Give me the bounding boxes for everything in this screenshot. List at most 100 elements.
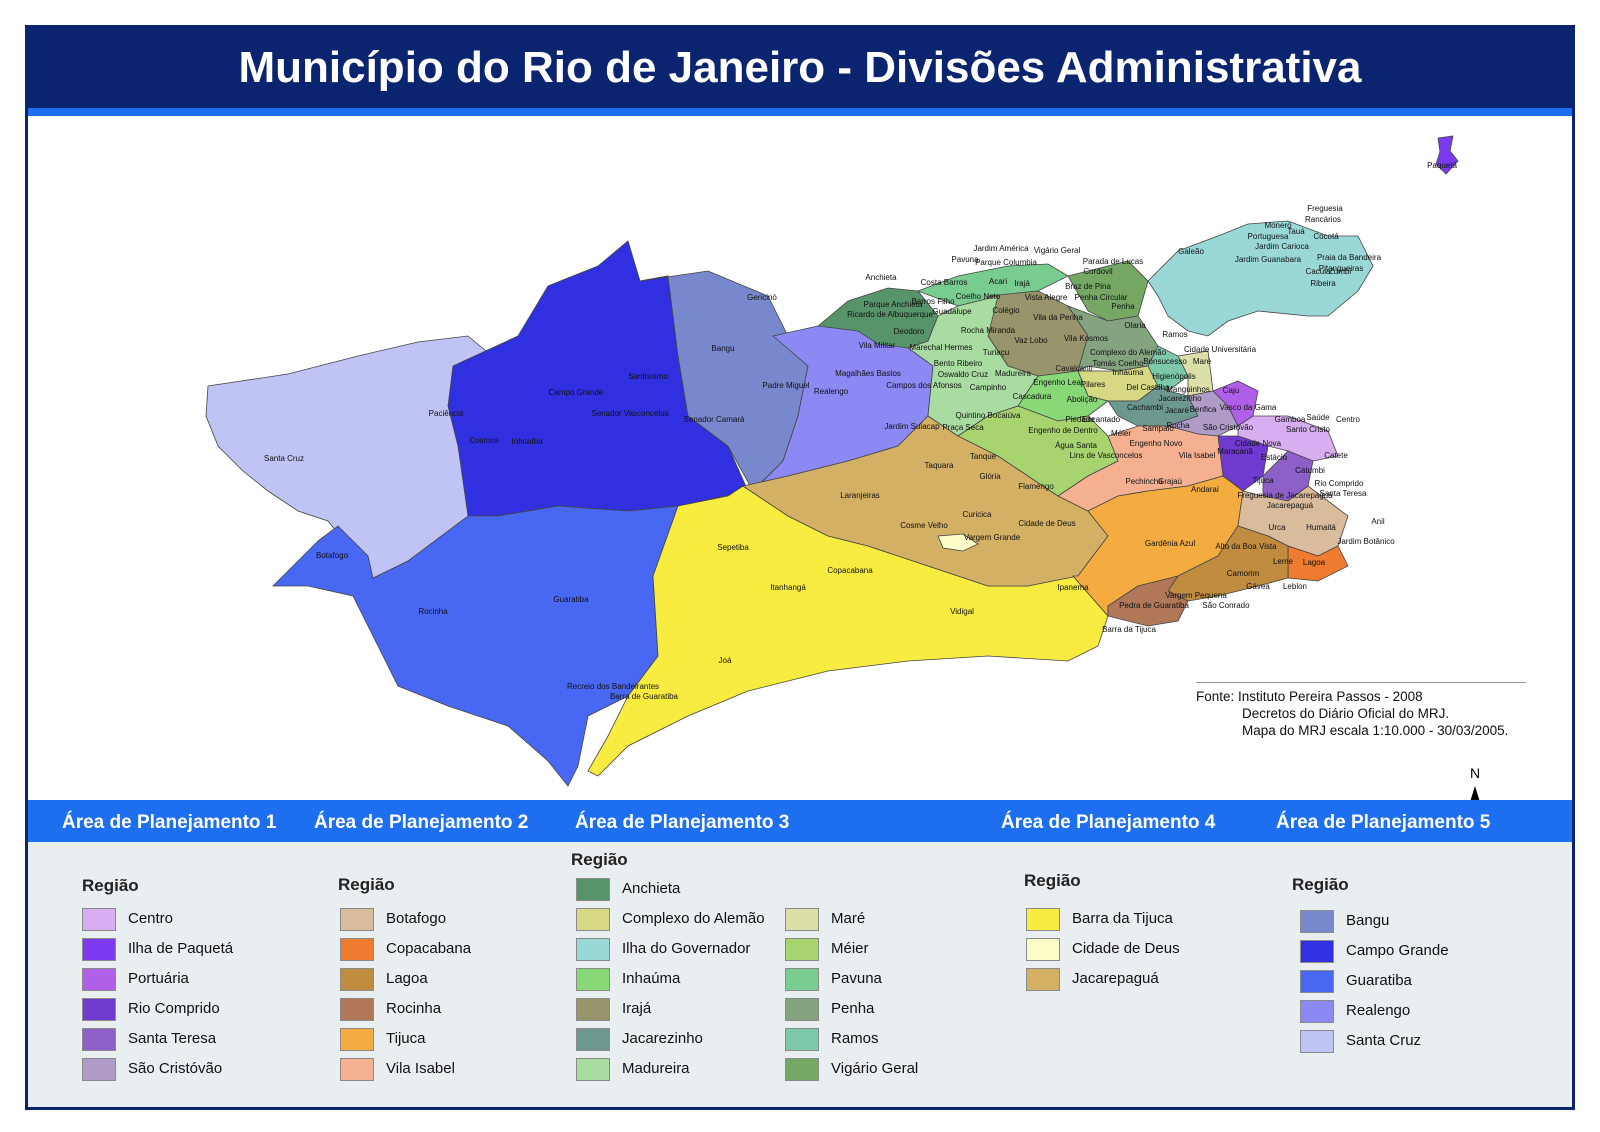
map-label: Rocha xyxy=(1166,421,1190,430)
map-label: Maracanã xyxy=(1217,447,1253,456)
map-label: Cacuia xyxy=(1306,267,1331,276)
region-cidade-de-deus xyxy=(937,533,979,552)
map-label: Lins de Vasconcelos xyxy=(1070,451,1143,460)
map-label: Cordovil xyxy=(1083,267,1113,276)
map-label: Gamboa xyxy=(1275,415,1306,424)
legend-swatch xyxy=(82,998,116,1021)
page-title: Município do Rio de Janeiro - Divisões A… xyxy=(28,28,1572,108)
map-label: Rio Comprido xyxy=(1315,479,1364,488)
legend-label: Tijuca xyxy=(386,1030,426,1047)
legend-swatch xyxy=(1300,1000,1334,1023)
map-label: Freguesia xyxy=(1307,204,1343,213)
legend-swatch xyxy=(785,968,819,991)
map-label: Estácio xyxy=(1261,453,1288,462)
map-label: Curicica xyxy=(963,510,992,519)
legend-swatch xyxy=(1300,940,1334,963)
legend-label: São Cristóvão xyxy=(128,1060,223,1077)
map-label: Senador Camará xyxy=(684,415,745,424)
map-label: Santa Teresa xyxy=(1320,489,1368,498)
legend-heading-ap2: Região xyxy=(338,875,395,894)
map-label: Joá xyxy=(719,656,732,665)
map-label: Barra da Tijuca xyxy=(1102,625,1156,634)
map-label: Gávea xyxy=(1246,582,1270,591)
legend-label: Cidade de Deus xyxy=(1072,940,1180,957)
region-vigario-geral xyxy=(1067,260,1149,322)
map-label: Abolição xyxy=(1067,395,1098,404)
legend-label: Rio Comprido xyxy=(128,1000,220,1017)
map-label: Pechincha xyxy=(1125,477,1163,486)
legend-swatch xyxy=(82,968,116,991)
map-label: Parada de Lucas xyxy=(1083,257,1144,266)
map-label: Coelho Neto xyxy=(956,292,1001,301)
map-label: Pilares xyxy=(1081,380,1105,389)
map-label: Jardim América xyxy=(973,244,1029,253)
legend-label: Barra da Tijuca xyxy=(1072,910,1173,927)
map-label: Ipanema xyxy=(1057,583,1089,592)
legend-label: Santa Teresa xyxy=(128,1030,217,1047)
map-label: Anchieta xyxy=(865,273,897,282)
legend-label: Penha xyxy=(831,1000,875,1017)
map-label: Leblon xyxy=(1283,582,1307,591)
map-label: Itanhangá xyxy=(770,583,806,592)
legend-label: Botafogo xyxy=(386,910,447,927)
legend-label: Madureira xyxy=(622,1060,690,1077)
map-label: Senador Vasconcelos xyxy=(591,409,668,418)
map-label: Vargem Grande xyxy=(964,533,1021,542)
map-label: Campos dos Afonsos xyxy=(886,381,962,390)
map-label: Colégio xyxy=(992,306,1020,315)
map-label: Santo Cristo xyxy=(1286,425,1331,434)
map-label: Bangu xyxy=(711,344,734,353)
legend-label: Bangu xyxy=(1346,912,1390,929)
map-label: Cascadura xyxy=(1013,392,1052,401)
map-label: Manguinhos xyxy=(1166,385,1210,394)
legend-swatch xyxy=(785,1028,819,1051)
legend-swatch xyxy=(576,968,610,991)
map-label: Olaria xyxy=(1124,321,1146,330)
legend-label: Lagoa xyxy=(386,970,428,987)
legend-swatch xyxy=(82,938,116,961)
map-label: Saúde xyxy=(1306,413,1330,422)
map-label: Tauá xyxy=(1287,227,1305,236)
map-label: Gardênia Azul xyxy=(1145,539,1195,548)
map-label: Praça Seca xyxy=(942,423,984,432)
region-rocinha xyxy=(1107,575,1189,627)
legend-swatch xyxy=(576,908,610,931)
legend-label: Jacarepaguá xyxy=(1072,970,1159,987)
map-label: Marechal Hermes xyxy=(909,343,972,352)
map-label: Penha Circular xyxy=(1075,293,1128,302)
region-paqueta xyxy=(1435,135,1459,175)
map-label: Grajaú xyxy=(1158,477,1182,486)
map-label: Complexo do Alemão xyxy=(1090,348,1167,357)
map-label: Paquetá xyxy=(1427,161,1457,170)
map-label: Benfica xyxy=(1190,405,1217,414)
map-label: Engenho Novo xyxy=(1130,439,1183,448)
map-label: Ramos xyxy=(1162,330,1187,339)
map-label: Padre Miguel xyxy=(762,381,809,390)
planning-area-bar: Área de Planejamento 1 Área de Planejame… xyxy=(28,800,1572,842)
map-label: Turiaçu xyxy=(983,348,1009,357)
map-label: Del Castilho xyxy=(1126,383,1170,392)
legend-swatch xyxy=(340,908,374,931)
legend-label: Campo Grande xyxy=(1346,942,1449,959)
map-label: Glória xyxy=(979,472,1001,481)
title-stripe xyxy=(28,108,1572,116)
map-label: Bento Ribeiro xyxy=(934,359,983,368)
legend-heading-ap4: Região xyxy=(1024,871,1081,890)
map-label: Tomás Coelho xyxy=(1092,359,1144,368)
map-label: Parque Anchieta xyxy=(864,300,923,309)
map-label: Botafogo xyxy=(316,551,349,560)
map-label: Quintino Bocaiúva xyxy=(956,411,1021,420)
map-label: Água Santa xyxy=(1055,441,1097,450)
map-label: Vaz Lobo xyxy=(1014,336,1048,345)
legend-label: Complexo do Alemão xyxy=(622,910,765,927)
map-label: Jacarezinho xyxy=(1158,394,1202,403)
legend-label: Anchieta xyxy=(622,880,681,897)
legend-swatch xyxy=(1300,1030,1334,1053)
legend-label: Irajá xyxy=(622,1000,652,1017)
legend-label: Vigário Geral xyxy=(831,1060,919,1077)
map-label: Guaratiba xyxy=(553,595,589,604)
map-label: Barra de Guaratiba xyxy=(610,692,679,701)
map-label: Jardim Botânico xyxy=(1337,537,1395,546)
map-label: Parque Columbia xyxy=(975,258,1037,267)
legend-label: Santa Cruz xyxy=(1346,1032,1422,1049)
